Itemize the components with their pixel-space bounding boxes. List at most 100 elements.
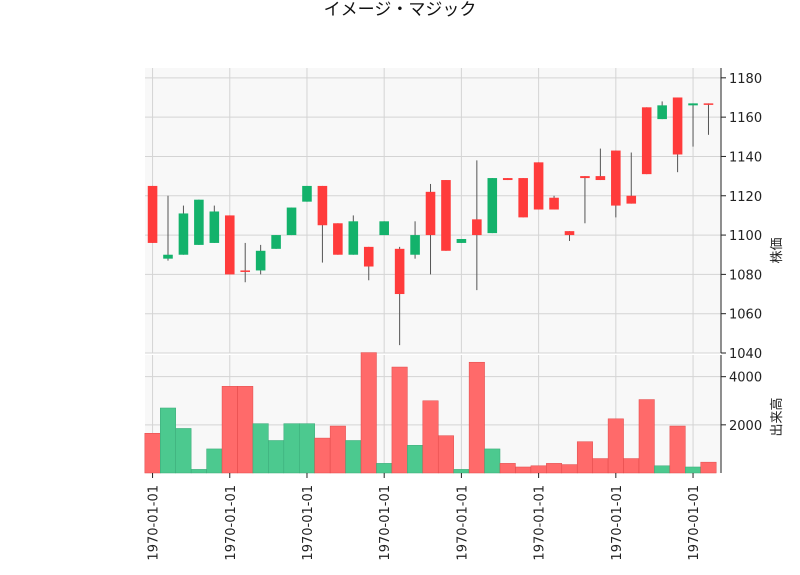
candle-up <box>425 191 436 236</box>
volume-bar <box>530 465 547 474</box>
candle-up <box>147 185 158 243</box>
candle-down <box>379 221 389 236</box>
price-tick-label: 1180 <box>729 72 762 87</box>
candle-up <box>564 231 575 236</box>
candle-up <box>626 195 637 204</box>
candle-up <box>611 150 621 206</box>
volume-bar <box>252 423 269 474</box>
volume-bar <box>237 386 254 474</box>
chart-title: イメージ・マジック <box>324 0 477 20</box>
price-axis: 1040 1060 1080 1100 1120 1140 1160 1180 <box>720 68 762 362</box>
candle-down <box>487 178 498 234</box>
x-tick-label: 1970-01-01 <box>378 485 393 561</box>
price-tick-label: 1040 <box>729 347 762 362</box>
x-axis: 1970-01-01 1970-01-01 1970-01-01 1970-01-01… <box>147 473 702 561</box>
volume-bar <box>437 435 454 474</box>
candle-down <box>286 207 297 236</box>
candle-down <box>410 235 420 255</box>
candle-down <box>688 103 698 106</box>
volume-panel: 2000 4000 出来高 <box>144 352 785 474</box>
candle-up <box>533 162 544 210</box>
candle-up <box>549 197 559 210</box>
volume-bar <box>685 466 702 474</box>
price-tick-label: 1080 <box>729 268 762 283</box>
volume-bar <box>268 440 285 474</box>
volume-bar <box>345 440 362 474</box>
volume-bar <box>422 400 439 474</box>
price-candles <box>147 97 714 346</box>
candle-up <box>580 176 590 179</box>
candle-down <box>255 250 266 271</box>
candle-down <box>209 211 220 243</box>
volume-bar <box>376 463 393 474</box>
volume-tick-label: 2000 <box>729 419 762 434</box>
volume-bar <box>206 448 223 474</box>
volume-bar <box>499 463 516 474</box>
volume-bar <box>654 465 671 474</box>
volume-bar <box>592 458 609 474</box>
candle-up <box>240 270 250 272</box>
x-tick-label: 1970-01-01 <box>687 485 702 561</box>
price-axis-label: 株価 <box>770 237 785 263</box>
volume-bar <box>468 361 485 474</box>
volume-bar <box>283 423 300 474</box>
price-tick-label: 1100 <box>729 229 762 244</box>
x-tick-label: 1970-01-01 <box>147 485 162 561</box>
volume-bar <box>314 437 331 474</box>
volume-axis: 2000 4000 <box>720 355 762 473</box>
price-tick-label: 1060 <box>729 308 762 323</box>
candle-up <box>317 185 328 226</box>
volume-bar <box>299 423 315 474</box>
candle-down <box>657 105 667 120</box>
x-tick-label: 1970-01-01 <box>610 485 625 561</box>
price-tick-label: 1160 <box>729 111 762 126</box>
x-tick-label: 1970-01-01 <box>301 485 316 561</box>
volume-bar <box>484 448 501 474</box>
candle-up <box>595 176 606 181</box>
volume-bar <box>144 433 161 474</box>
candle-down <box>348 221 359 255</box>
candle-up <box>641 107 652 175</box>
volume-bar <box>329 425 346 474</box>
volume-bar <box>407 445 424 474</box>
x-tick-label: 1970-01-01 <box>533 485 548 561</box>
candle-down <box>456 239 467 243</box>
price-panel: 1040 1060 1080 1100 1120 1140 1160 1180 株価 <box>145 68 785 362</box>
candle-down <box>302 185 312 202</box>
volume-bar <box>160 407 176 474</box>
volume-bar <box>515 466 532 474</box>
candle-down <box>271 235 281 249</box>
volume-bar <box>623 458 640 474</box>
volume-bar <box>546 463 563 474</box>
volume-bar <box>221 386 238 474</box>
price-tick-label: 1120 <box>729 190 762 205</box>
volume-bar <box>561 464 578 474</box>
volume-bar <box>175 428 192 474</box>
candle-up <box>441 180 451 251</box>
volume-bar <box>453 469 470 474</box>
x-tick-label: 1970-01-01 <box>455 485 470 561</box>
x-tick-label: 1970-01-01 <box>224 485 239 561</box>
volume-bar <box>190 469 207 474</box>
candle-up <box>363 246 374 267</box>
volume-axis-label: 出来高 <box>769 397 785 436</box>
volume-bar <box>391 366 408 474</box>
price-tick-label: 1140 <box>729 150 762 165</box>
candle-down <box>178 213 189 255</box>
candle-up <box>394 248 405 295</box>
candle-up <box>333 223 343 255</box>
volume-bar <box>607 418 624 474</box>
candle-up <box>502 178 513 181</box>
candle-up <box>224 215 235 275</box>
candle-up <box>703 103 714 105</box>
volume-bar <box>700 461 717 474</box>
volume-bar <box>360 352 377 474</box>
volume-bar <box>638 399 655 474</box>
volume-bars <box>144 352 717 474</box>
volume-bar <box>576 441 593 474</box>
candle-up <box>472 219 482 236</box>
candle-down <box>194 199 204 245</box>
volume-tick-label: 4000 <box>729 371 762 386</box>
volume-bar <box>669 425 686 474</box>
